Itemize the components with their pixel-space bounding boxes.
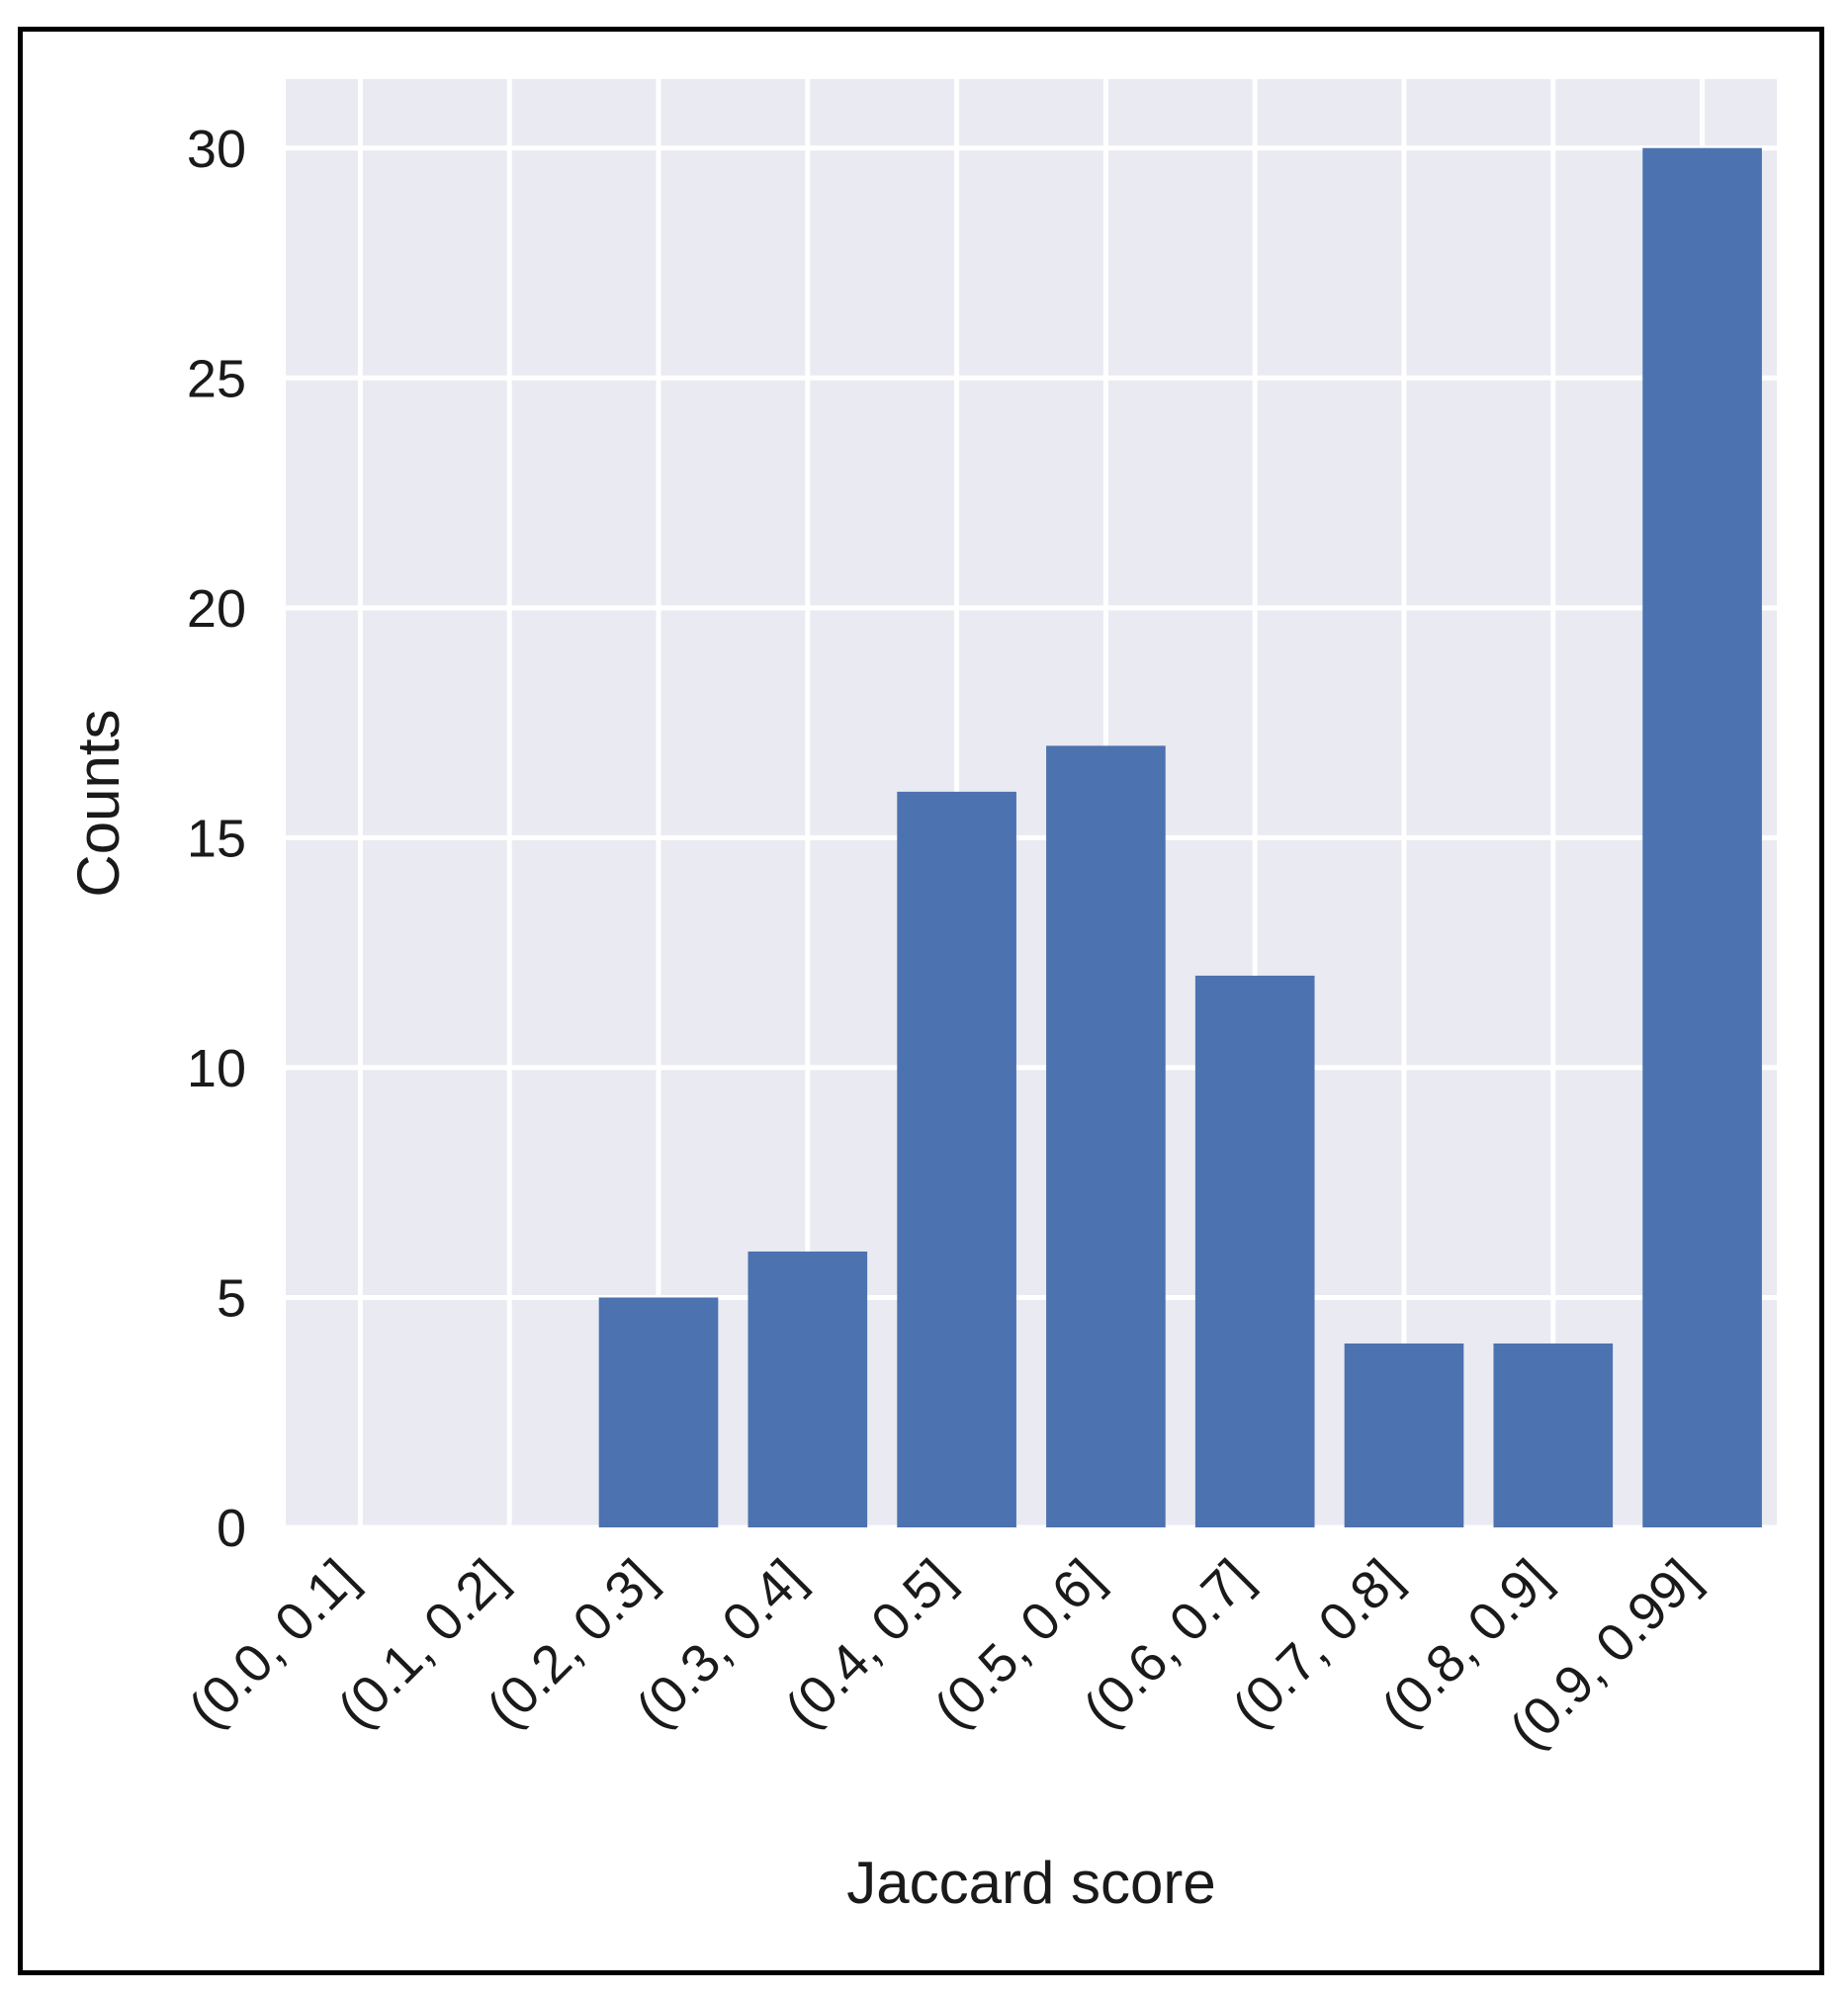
x-tick-labels: (0.0, 0.1](0.1, 0.2](0.2, 0.3](0.3, 0.4]… (178, 1548, 1711, 1760)
bar (1046, 745, 1166, 1527)
y-axis-label: Counts (65, 709, 132, 897)
bar (1642, 147, 1762, 1527)
bar (748, 1251, 868, 1527)
plot-background (286, 79, 1777, 1527)
bar (1344, 1343, 1464, 1527)
y-tick-label: 15 (187, 809, 246, 868)
y-tick-label: 10 (187, 1039, 246, 1098)
y-tick-labels: 0 5 10 15 20 25 30 (187, 120, 246, 1558)
y-tick-label: 20 (187, 579, 246, 639)
x-axis-label: Jaccard score (846, 1850, 1215, 1916)
y-tick-label: 30 (187, 120, 246, 179)
bar (1194, 975, 1315, 1527)
y-tick-label: 5 (217, 1268, 246, 1328)
bar (598, 1297, 719, 1527)
bar (897, 791, 1016, 1527)
bars (598, 147, 1762, 1527)
y-tick-label: 25 (187, 349, 246, 408)
grid-lines (286, 79, 1777, 1530)
y-tick-label: 0 (217, 1499, 246, 1558)
bar (1493, 1343, 1614, 1527)
